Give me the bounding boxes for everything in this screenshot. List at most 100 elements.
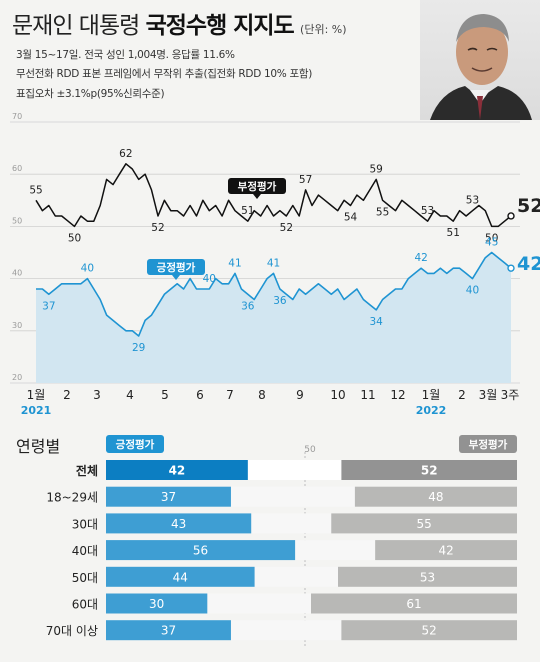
negative-bar bbox=[354, 486, 517, 507]
title-main: 문재인 대통령 bbox=[12, 13, 140, 39]
negative-value-label: 55 bbox=[376, 206, 389, 218]
negative-value-label: 50 bbox=[68, 232, 81, 244]
x-tick-label: 6 bbox=[196, 388, 204, 402]
negative-value-label: 52 bbox=[151, 222, 164, 234]
legend-positive-box bbox=[106, 435, 164, 453]
negative-value-label: 53 bbox=[421, 205, 434, 217]
x-tick-label: 1월 bbox=[422, 388, 441, 402]
negative-bar-value: 48 bbox=[428, 490, 443, 504]
negative-last-label: 52 bbox=[517, 195, 540, 217]
positive-series-tag-box bbox=[147, 259, 205, 275]
midline-label: 50 bbox=[304, 445, 316, 455]
negative-bar bbox=[341, 620, 517, 641]
survey-info-3: 표집오차 ±3.1%p(95%신뢰수준) bbox=[16, 88, 165, 100]
positive-bar bbox=[106, 593, 208, 614]
negative-bar-value: 52 bbox=[422, 624, 437, 638]
negative-value-label: 51 bbox=[447, 227, 460, 239]
positive-value-label: 40 bbox=[81, 263, 94, 275]
legend-negative-box bbox=[459, 435, 517, 453]
row-category-label: 18~29세 bbox=[46, 491, 98, 505]
negative-series-tag-label: 부정평가 bbox=[238, 180, 277, 193]
y-tick-label: 70 bbox=[12, 112, 22, 121]
legend-positive-label: 긍정평가 bbox=[116, 438, 155, 451]
bar-section-title: 연령별 bbox=[16, 437, 60, 456]
negative-value-label: 55 bbox=[29, 184, 42, 196]
positive-bar-value: 37 bbox=[161, 490, 176, 504]
negative-value-label: 51 bbox=[241, 205, 254, 217]
chart-title: 문재인 대통령 국정수행 지지도 (단위: %) bbox=[12, 6, 347, 40]
x-tick-label: 5 bbox=[161, 388, 169, 402]
row-category-label: 60대 bbox=[72, 598, 98, 612]
positive-value-label: 45 bbox=[485, 237, 498, 249]
positive-value-label: 29 bbox=[132, 342, 145, 354]
title-bold: 국정수행 지지도 bbox=[145, 13, 295, 39]
positive-value-label: 36 bbox=[241, 300, 255, 312]
positive-value-label: 40 bbox=[203, 273, 216, 285]
negative-value-label: 52 bbox=[280, 222, 293, 234]
survey-info-1: 3월 15~17일. 전국 성인 1,004명. 응답률 11.6% bbox=[16, 49, 235, 61]
negative-line bbox=[35, 163, 512, 228]
x-tick-label: 2 bbox=[458, 388, 466, 402]
x-tick-label: 3주 bbox=[501, 388, 520, 402]
negative-bar-value: 53 bbox=[420, 570, 435, 584]
negative-bar-value: 42 bbox=[438, 544, 453, 558]
row-category-label: 30대 bbox=[72, 517, 98, 531]
x-tick-label: 12 bbox=[390, 388, 405, 402]
negative-bar-value: 55 bbox=[416, 517, 431, 531]
title-unit: (단위: %) bbox=[300, 23, 347, 36]
y-tick-label: 30 bbox=[12, 321, 22, 330]
positive-bar-value: 43 bbox=[171, 517, 186, 531]
positive-area bbox=[36, 252, 511, 383]
x-year-label: 2022 bbox=[416, 404, 447, 417]
positive-series-tag-label: 긍정평가 bbox=[157, 261, 196, 274]
x-tick-label: 11 bbox=[360, 388, 375, 402]
x-tick-label: 7 bbox=[226, 388, 234, 402]
x-tick-label: 3 bbox=[93, 388, 101, 402]
positive-bar-value: 44 bbox=[173, 570, 188, 584]
positive-bar bbox=[106, 620, 231, 641]
positive-bar-value: 56 bbox=[193, 544, 208, 558]
negative-bar bbox=[375, 540, 517, 561]
x-year-label: 2021 bbox=[21, 404, 52, 417]
positive-bar bbox=[106, 486, 231, 507]
negative-series-tag-pointer bbox=[253, 194, 261, 199]
negative-value-label: 57 bbox=[299, 174, 312, 186]
negative-bar bbox=[311, 593, 517, 614]
row-category-label: 50대 bbox=[72, 571, 98, 585]
positive-bar-value: 30 bbox=[149, 597, 164, 611]
positive-value-label: 37 bbox=[42, 300, 55, 312]
positive-value-label: 40 bbox=[466, 285, 479, 297]
negative-value-label: 54 bbox=[344, 212, 358, 224]
negative-value-label: 62 bbox=[119, 148, 132, 160]
positive-bar bbox=[106, 540, 296, 561]
positive-value-label: 41 bbox=[267, 257, 280, 269]
x-tick-label: 9 bbox=[296, 388, 304, 402]
x-tick-label: 10 bbox=[330, 388, 345, 402]
x-tick-label: 1월 bbox=[27, 388, 46, 402]
negative-value-label: 59 bbox=[370, 163, 383, 175]
positive-last-label: 42 bbox=[517, 253, 540, 275]
negative-bar bbox=[331, 513, 517, 534]
x-tick-label: 2 bbox=[63, 388, 71, 402]
negative-end-dot bbox=[507, 212, 515, 220]
y-tick-label: 60 bbox=[12, 164, 22, 173]
positive-end-dot bbox=[507, 264, 515, 272]
positive-bar bbox=[106, 566, 255, 587]
negative-bar bbox=[338, 566, 517, 587]
negative-bar-value: 61 bbox=[406, 597, 421, 611]
y-tick-label: 20 bbox=[12, 373, 22, 382]
row-category-label: 40대 bbox=[72, 544, 98, 558]
legend-negative-label: 부정평가 bbox=[469, 438, 508, 451]
positive-series-tag-pointer bbox=[172, 275, 180, 280]
president-portrait bbox=[420, 0, 540, 120]
positive-line bbox=[36, 251, 512, 337]
negative-bar-value: 52 bbox=[421, 464, 438, 478]
negative-value-label: 53 bbox=[466, 195, 479, 207]
x-tick-label: 3월 bbox=[479, 388, 498, 402]
survey-info-2: 무선전화 RDD 표본 프레임에서 무작위 추출(집전화 RDD 10% 포함) bbox=[16, 68, 313, 80]
negative-value-label: 50 bbox=[485, 232, 498, 244]
row-category-label: 70대 이상 bbox=[46, 624, 98, 638]
positive-value-label: 41 bbox=[228, 257, 241, 269]
row-category-label: 전체 bbox=[76, 463, 98, 478]
